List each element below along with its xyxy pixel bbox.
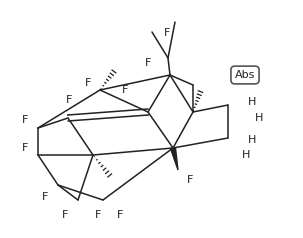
Text: F: F — [145, 58, 151, 68]
Text: F: F — [164, 28, 170, 38]
Text: F: F — [42, 192, 48, 202]
Text: F: F — [122, 85, 128, 95]
Text: F: F — [187, 175, 193, 185]
Text: F: F — [85, 78, 91, 88]
Text: F: F — [22, 115, 28, 125]
Polygon shape — [171, 148, 178, 170]
Text: Abs: Abs — [235, 70, 255, 80]
Text: F: F — [66, 95, 72, 105]
Text: F: F — [22, 143, 28, 153]
Text: H: H — [248, 135, 256, 145]
Text: F: F — [95, 210, 101, 220]
Text: H: H — [248, 97, 256, 107]
Text: F: F — [62, 210, 68, 220]
Text: F: F — [117, 210, 123, 220]
Text: H: H — [242, 150, 250, 160]
Text: H: H — [255, 113, 263, 123]
